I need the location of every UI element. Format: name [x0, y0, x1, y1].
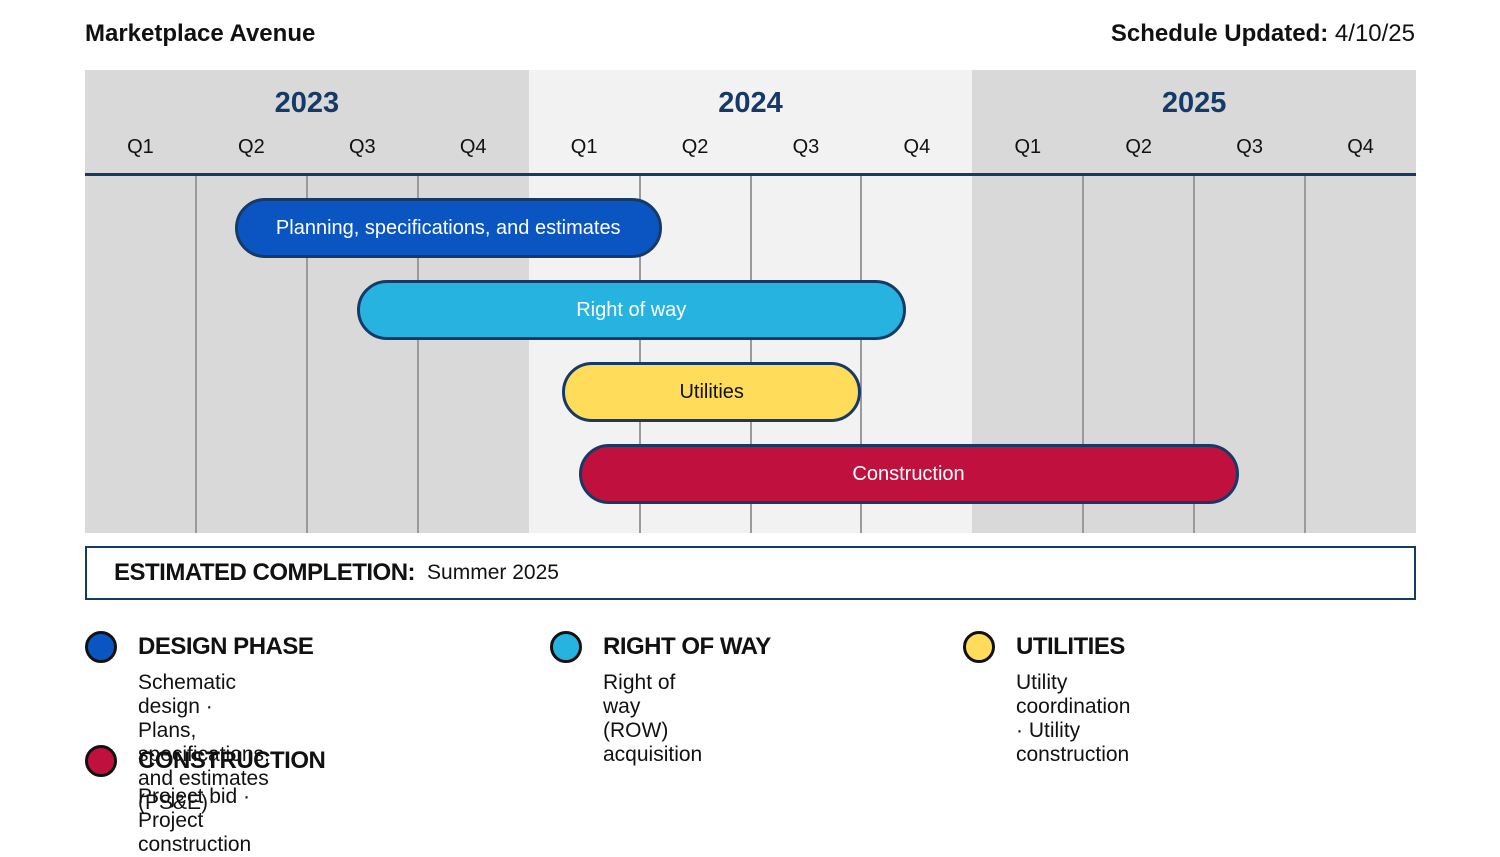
gantt-bar-construction: Construction — [578, 444, 1239, 504]
legend-desc-right-of-way: Right of way (ROW) acquisition — [603, 671, 703, 766]
grid-line — [194, 176, 197, 533]
gantt-bar-utilities: Utilities — [561, 362, 862, 422]
quarter-label: Q3 — [792, 136, 820, 158]
quarter-label: Q4 — [459, 136, 487, 158]
year-label-2024: 2024 — [718, 87, 783, 119]
quarter-label: Q3 — [348, 136, 376, 158]
legend-dot-right-of-way — [550, 631, 582, 663]
completion-value: Summer 2025 — [427, 561, 559, 584]
quarter-label: Q1 — [127, 136, 154, 158]
year-label-2023: 2023 — [274, 87, 340, 119]
quarter-label: Q4 — [903, 136, 931, 158]
schedule-updated: Schedule Updated: 4/10/25 — [1111, 20, 1415, 48]
grid-line — [638, 176, 641, 533]
legend-dot-construction — [85, 745, 117, 777]
quarter-label: Q2 — [1125, 136, 1153, 158]
quarter-label: Q1 — [1014, 136, 1042, 158]
gantt-bar-right-of-way: Right of way — [356, 280, 906, 340]
quarter-label: Q1 — [570, 136, 598, 158]
legend-title-right-of-way: RIGHT OF WAY — [603, 633, 771, 660]
grid-line — [1304, 176, 1307, 533]
legend-desc-design: Schematic design · Plans, specifications… — [138, 671, 270, 814]
legend-dot-design — [85, 631, 117, 663]
grid-line — [749, 176, 752, 533]
grid-line — [860, 176, 863, 533]
page-title: Marketplace Avenue — [85, 20, 316, 47]
header-rule — [85, 173, 1416, 176]
legend-title-utilities: UTILITIES — [1016, 633, 1125, 660]
grid-line — [1193, 176, 1196, 533]
quarter-label: Q4 — [1347, 136, 1374, 158]
legend-desc-construction: Project bid · Project construction — [138, 785, 252, 856]
grid-line — [416, 176, 419, 533]
gantt-bar-planning-specifications-and-estimates: Planning, specifications, and estimates — [234, 198, 662, 258]
grid-line — [1082, 176, 1085, 533]
completion-box: ESTIMATED COMPLETION: Summer 2025 — [85, 546, 1416, 600]
legend-title-design: DESIGN PHASE — [138, 633, 314, 660]
schedule-updated-label: Schedule Updated: — [1110, 20, 1329, 47]
gantt-chart: 2023 2024 2025 Q1 Q2 Q3 Q4 Q1 Q2 Q3 Q4 Q1 Q2 Q3 Q4 Plan… — [85, 70, 1416, 533]
quarter-label: Q3 — [1236, 136, 1263, 158]
schedule-updated-date: 4/10/25 — [1334, 20, 1415, 47]
legend-title-construction: CONSTRUCTION — [138, 747, 326, 774]
legend-dot-utilities — [963, 631, 995, 663]
completion-label: ESTIMATED COMPLETION: — [114, 559, 416, 586]
grid-line — [305, 176, 308, 533]
quarter-label: Q2 — [681, 136, 709, 158]
quarter-label: Q2 — [238, 136, 265, 158]
legend-desc-utilities: Utility coordination · Utility construct… — [1016, 671, 1131, 766]
year-label-2025: 2025 — [1161, 87, 1227, 119]
